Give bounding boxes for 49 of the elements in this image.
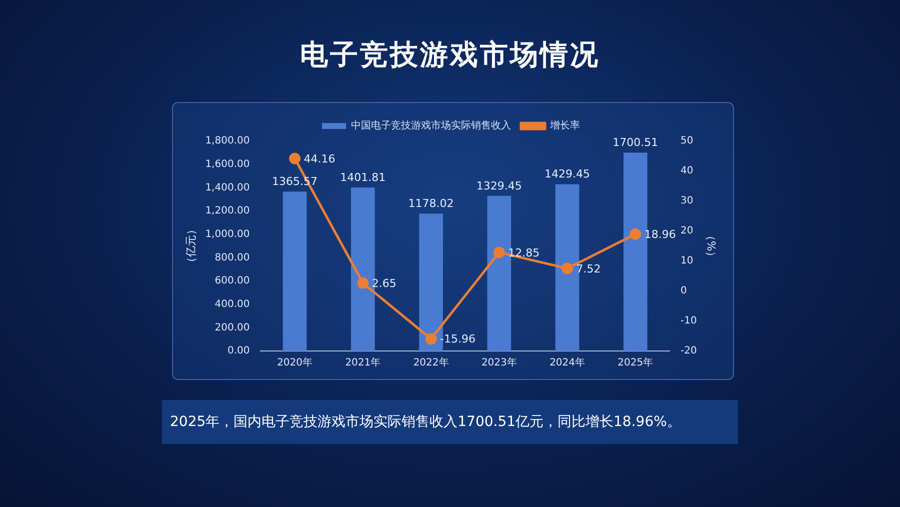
point bbox=[630, 228, 642, 240]
x-tick-label: 2021年 bbox=[345, 356, 381, 369]
legend-label: 增长率 bbox=[549, 120, 580, 132]
data-label: 1329.45 bbox=[476, 179, 522, 192]
data-label: 7.52 bbox=[576, 262, 601, 276]
data-label: 1429.45 bbox=[544, 168, 590, 181]
y-tick-label: 1,000.00 bbox=[205, 228, 250, 240]
text: 2025年，国内电子竞技游戏市场实际销售收入1700.51亿元，同比增长18.96%。 bbox=[162, 400, 738, 444]
y-tick-label: 1,400.00 bbox=[205, 182, 250, 194]
point bbox=[493, 246, 505, 258]
x-tick-label: 2025年 bbox=[618, 356, 654, 369]
y2-tick-label: 10 bbox=[680, 256, 694, 267]
y-tick-label: 1,200.00 bbox=[205, 206, 250, 217]
data-label: 1401.81 bbox=[340, 170, 386, 184]
y2-tick-label: 50 bbox=[680, 136, 694, 147]
data-label: 44.16 bbox=[304, 152, 336, 166]
x-tick-label: 2023年 bbox=[481, 356, 517, 369]
y-tick-label: 200.00 bbox=[214, 322, 250, 334]
chart-title: 电子竞技游戏市场情况 bbox=[299, 37, 601, 73]
y2-tick-label: 0 bbox=[680, 286, 687, 297]
y-tick-label: 0.00 bbox=[227, 346, 250, 357]
y2-tick-label: -10 bbox=[680, 316, 697, 327]
y2-tick-label: 30 bbox=[680, 196, 694, 207]
x-tick-label: 2020年 bbox=[277, 356, 313, 369]
data-label: -15.96 bbox=[440, 332, 476, 346]
y-tick-label: 600.00 bbox=[214, 276, 250, 287]
x-tick-label: 2024年 bbox=[550, 356, 586, 369]
y2-tick-label: 40 bbox=[680, 166, 694, 177]
data-label: 1700.51 bbox=[612, 136, 658, 149]
point bbox=[357, 277, 369, 289]
data-label: 1178.02 bbox=[408, 196, 454, 210]
y-tick-label: 800.00 bbox=[214, 252, 250, 264]
y-tick-label: 1,800.00 bbox=[205, 136, 250, 147]
data-label: 2.65 bbox=[372, 276, 396, 290]
y2-axis-title: （%） bbox=[704, 230, 718, 262]
data-label: 18.96 bbox=[644, 228, 676, 241]
point bbox=[289, 152, 301, 164]
point bbox=[562, 262, 574, 274]
y-tick-label: 1,600.00 bbox=[205, 158, 250, 170]
y-tick-label: 400.00 bbox=[214, 298, 250, 310]
legend-label: 中国电子竞技游戏市场实际销售收入 bbox=[351, 120, 511, 132]
y-axis-title: （亿元） bbox=[184, 224, 198, 268]
y2-tick-label: -20 bbox=[680, 346, 697, 357]
bar bbox=[623, 152, 648, 351]
y2-tick-label: 20 bbox=[680, 226, 694, 237]
point bbox=[425, 333, 437, 345]
data-label: 12.85 bbox=[508, 246, 540, 260]
bar bbox=[282, 192, 307, 351]
x-tick-label: 2022年 bbox=[413, 356, 449, 369]
